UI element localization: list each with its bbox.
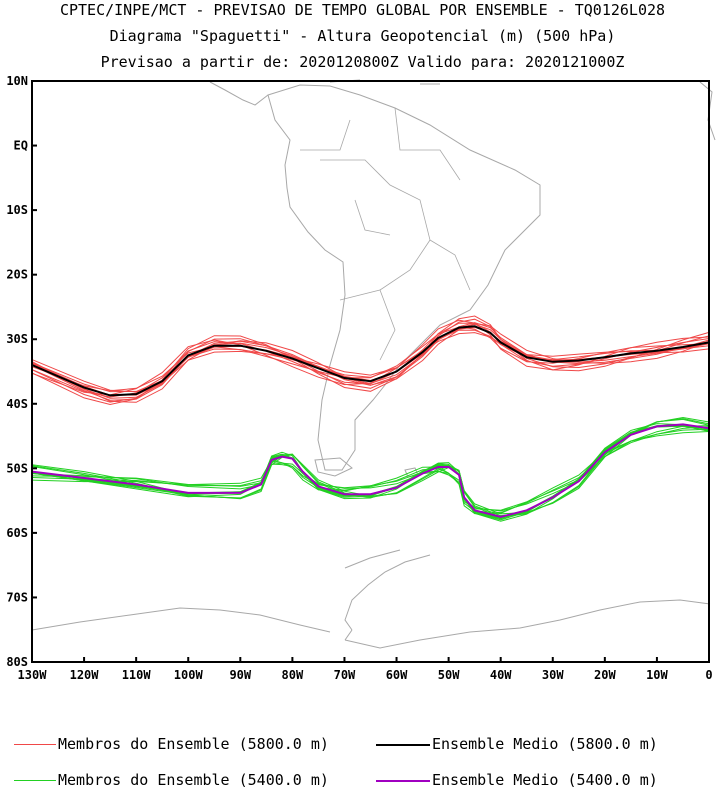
axes-group: 130W 120W 110W 100W 90W 80W 70W 60W 50W 40W 30W 20W…: [6, 74, 712, 682]
y-tick-label-4: 30S: [6, 332, 28, 346]
member-5800-line-4: [31, 323, 710, 399]
y-tick-label-8: 70S: [6, 590, 28, 604]
member-5400-line-10: [31, 428, 710, 514]
legend-swatch-members-5800: [14, 744, 56, 745]
y-tick-label-2: 10S: [6, 203, 28, 217]
x-tick-label-0: 130W: [18, 668, 48, 682]
y-tick-label-0: 10N: [6, 74, 28, 88]
member-5800-line-10: [31, 322, 710, 403]
tierra-del-fuego: [314, 457, 353, 477]
legend-swatch-members-5400: [14, 780, 56, 781]
legend-swatch-mean-5400: [376, 780, 430, 782]
central-america-outline: [209, 81, 269, 106]
x-tick-label-3: 100W: [174, 668, 204, 682]
member-5400-line-7: [31, 418, 710, 517]
country-borders: [300, 107, 471, 361]
y-tick-label-1: EQ: [14, 139, 28, 153]
x-tick-label-5: 80W: [282, 668, 304, 682]
x-tick-label-13: 0: [705, 668, 712, 682]
y-tick-label-5: 40S: [6, 397, 28, 411]
member-5400-line-2: [31, 416, 710, 515]
x-tick-label-6: 70W: [334, 668, 356, 682]
legend-label-members-5400: Membros do Ensemble (5400.0 m): [58, 771, 329, 789]
title-line-2: Diagrama "Spaguetti" - Altura Geopotenci…: [109, 27, 616, 45]
member-5400-line-6: [31, 424, 710, 519]
ensemble-means-group: [31, 325, 710, 518]
member-5400-line-9: [31, 425, 710, 519]
title-line-1: CPTEC/INPE/MCT - PREVISAO DE TEMPO GLOBA…: [59, 1, 666, 19]
antarctic-peninsula: [344, 549, 431, 631]
y-tick-label-9: 80S: [6, 655, 28, 669]
x-tick-label-1: 120W: [70, 668, 100, 682]
ensemble-mean-5800-line: [31, 325, 710, 397]
member-5400-line-12: [31, 418, 710, 518]
x-tick-label-10: 30W: [542, 668, 564, 682]
members-5400-group: [31, 416, 710, 522]
member-5400-line-4: [31, 425, 710, 520]
y-tick-label-7: 60S: [6, 526, 28, 540]
member-5400-line-5: [31, 431, 710, 515]
legend-swatch-mean-5800: [376, 744, 430, 746]
members-5800-group: [31, 315, 710, 406]
x-tick-label-4: 90W: [229, 668, 251, 682]
title-line-3: Previsao a partir de: 2020120800Z Valido…: [100, 53, 625, 71]
legend-label-mean-5800: Ensemble Medio (5800.0 m): [432, 735, 658, 753]
member-5400-line-11: [31, 425, 710, 521]
ensemble-mean-5400-line: [31, 423, 710, 518]
x-tick-label-12: 10W: [646, 668, 668, 682]
x-tick-label-9: 40W: [490, 668, 512, 682]
legend-label-members-5800: Membros do Ensemble (5800.0 m): [58, 735, 329, 753]
member-5800-line-11: [31, 329, 710, 393]
south-america-outline: [267, 84, 541, 471]
antarctica-coast: [31, 599, 711, 649]
y-tick-label-3: 20S: [6, 268, 28, 282]
x-tick-label-8: 50W: [438, 668, 460, 682]
x-tick-label-7: 60W: [386, 668, 408, 682]
member-5800-line-8: [31, 318, 710, 403]
member-5400-line-1: [31, 423, 710, 522]
x-tick-label-11: 20W: [594, 668, 616, 682]
africa-edge: [699, 81, 716, 141]
legend-label-mean-5400: Ensemble Medio (5400.0 m): [432, 771, 658, 789]
plot-frame: [31, 80, 710, 663]
y-tick-label-6: 50S: [6, 461, 28, 475]
x-tick-label-2: 110W: [122, 668, 152, 682]
weddell-coast: [344, 629, 353, 641]
